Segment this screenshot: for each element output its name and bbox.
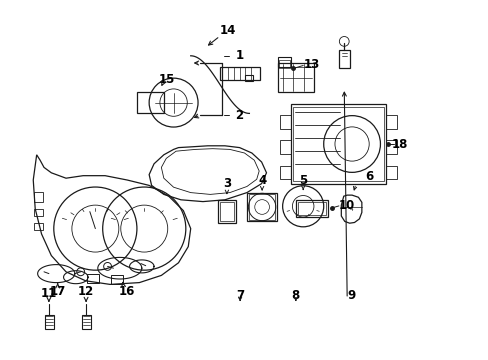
Bar xyxy=(277,63,314,92)
Text: 11: 11 xyxy=(41,287,57,300)
Bar xyxy=(280,115,290,129)
Bar xyxy=(280,166,290,179)
Text: 9: 9 xyxy=(346,289,354,302)
Bar xyxy=(386,140,396,154)
Bar xyxy=(34,192,43,202)
Bar xyxy=(111,275,123,284)
Text: 4: 4 xyxy=(258,174,265,186)
Text: 6: 6 xyxy=(365,170,372,183)
Bar xyxy=(279,60,289,68)
Bar xyxy=(297,202,325,215)
Bar xyxy=(220,67,260,80)
Text: 2: 2 xyxy=(235,109,243,122)
Text: 7: 7 xyxy=(236,289,244,302)
Bar xyxy=(386,115,396,129)
Text: 3: 3 xyxy=(223,177,230,190)
Bar xyxy=(386,166,396,179)
Text: 5: 5 xyxy=(299,174,306,186)
Bar xyxy=(277,57,291,67)
Text: 4: 4 xyxy=(349,207,353,212)
Bar xyxy=(246,193,277,221)
Text: 12: 12 xyxy=(78,285,94,298)
Text: 15: 15 xyxy=(159,73,175,86)
Bar xyxy=(82,315,91,329)
Bar xyxy=(280,140,290,154)
Bar xyxy=(137,92,163,113)
Bar xyxy=(248,194,275,220)
Bar xyxy=(295,200,327,217)
Text: 8: 8 xyxy=(291,289,299,302)
Bar xyxy=(217,200,236,223)
Text: 10: 10 xyxy=(338,199,355,212)
Text: 18: 18 xyxy=(391,138,407,150)
Text: 16: 16 xyxy=(119,285,135,298)
Text: 14: 14 xyxy=(220,24,236,37)
Bar xyxy=(290,104,386,184)
Bar xyxy=(338,50,349,68)
Bar xyxy=(293,107,383,181)
Text: 1: 1 xyxy=(235,49,243,62)
Bar xyxy=(34,209,43,216)
Text: 13: 13 xyxy=(303,58,320,71)
Bar xyxy=(219,202,234,221)
Bar xyxy=(45,315,54,329)
Bar xyxy=(244,75,253,81)
Text: 17: 17 xyxy=(49,285,66,298)
Bar xyxy=(34,223,43,230)
Bar xyxy=(87,274,99,283)
